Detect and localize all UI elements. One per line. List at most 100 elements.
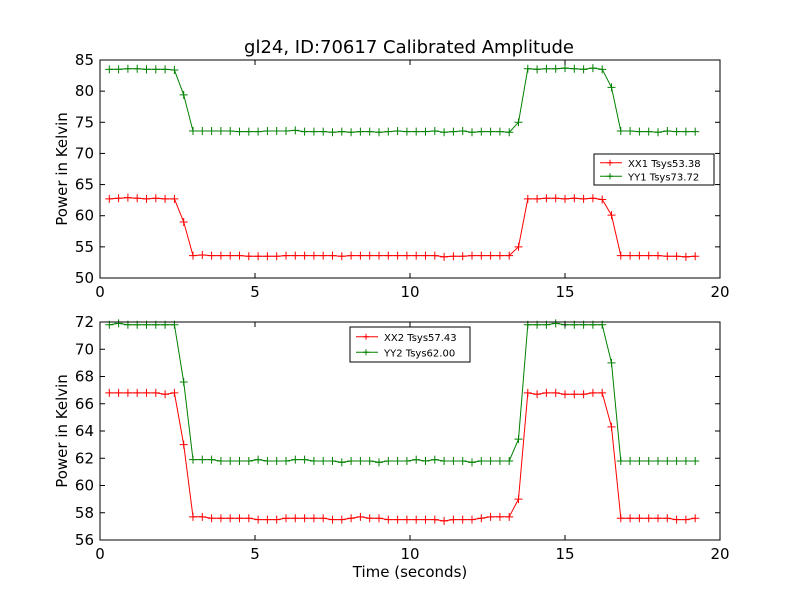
- data-point: [468, 251, 476, 260]
- data-point: [402, 515, 411, 524]
- data-point: [579, 390, 588, 399]
- data-point: [189, 251, 197, 260]
- data-point: [663, 127, 672, 136]
- data-point: [449, 515, 458, 524]
- data-point: [300, 514, 309, 523]
- data-point: [319, 127, 328, 136]
- data-point: [393, 515, 402, 524]
- data-point: [263, 127, 272, 136]
- data-point: [440, 252, 449, 261]
- data-point: [170, 388, 179, 397]
- data-point: [598, 388, 607, 397]
- data-point: [347, 514, 356, 523]
- data-point: [272, 515, 281, 524]
- data-point: [626, 251, 635, 260]
- data-point: [226, 127, 235, 136]
- data-point: [123, 388, 132, 397]
- data-point: [207, 251, 216, 260]
- data-point: [495, 456, 504, 465]
- series-xx2: [105, 388, 700, 525]
- legend-marker: [607, 159, 613, 166]
- series-xx1: [105, 193, 700, 261]
- data-point: [477, 514, 486, 523]
- data-point: [570, 64, 579, 73]
- data-point: [105, 388, 114, 397]
- series-line: [109, 197, 696, 258]
- series-yy1: [105, 64, 700, 137]
- data-point: [663, 456, 672, 465]
- data-point: [644, 514, 653, 523]
- data-point: [142, 194, 151, 203]
- x-tick-label: 10: [400, 545, 419, 563]
- data-point: [412, 251, 421, 260]
- x-tick-label: 5: [250, 283, 260, 301]
- data-point: [542, 388, 551, 397]
- data-point: [161, 194, 170, 203]
- data-point: [654, 514, 662, 523]
- data-point: [375, 514, 383, 523]
- data-point: [319, 456, 328, 465]
- data-point: [282, 456, 290, 465]
- data-point: [421, 515, 430, 524]
- x-axis-label: Time (seconds): [352, 563, 468, 581]
- y-axis-label: Power in Kelvin: [53, 112, 71, 226]
- data-point: [412, 455, 421, 464]
- data-point: [421, 456, 430, 465]
- legend-box: [349, 326, 471, 363]
- data-point: [375, 251, 383, 260]
- data-point: [300, 455, 309, 464]
- data-point: [263, 515, 272, 524]
- y-tick-label: 70: [75, 340, 94, 358]
- data-point: [514, 495, 523, 504]
- bottom-plot: 0 5 10 15 20 56 58 60 62 64 66 68 70 72 Power in Kelvi…: [53, 313, 730, 581]
- data-point: [654, 128, 662, 137]
- data-point: [663, 252, 672, 261]
- y-tick-label: 72: [75, 313, 94, 331]
- data-point: [514, 435, 523, 444]
- data-point: [309, 251, 318, 260]
- x-tick-label: 15: [555, 283, 574, 301]
- data-point: [179, 90, 188, 99]
- data-point: [626, 456, 635, 465]
- data-point: [588, 64, 597, 73]
- data-point: [337, 458, 346, 467]
- series-line: [109, 322, 696, 463]
- series-line: [109, 392, 696, 522]
- legend-marker: [363, 333, 369, 340]
- data-point: [654, 456, 662, 465]
- data-point: [533, 194, 542, 203]
- data-point: [588, 194, 597, 203]
- data-point: [365, 514, 374, 523]
- data-point: [486, 127, 495, 136]
- data-point: [430, 515, 439, 524]
- chart-title: gl24, ID:70617 Calibrated Amplitude: [244, 37, 574, 58]
- data-point: [375, 128, 383, 137]
- data-point: [170, 194, 179, 203]
- data-point: [402, 251, 411, 260]
- data-point: [291, 514, 300, 523]
- data-point: [244, 514, 253, 523]
- x-tick-label: 0: [95, 283, 105, 301]
- data-point: [561, 194, 569, 203]
- data-point: [616, 251, 625, 260]
- y-tick-label: 65: [75, 176, 94, 194]
- data-point: [365, 251, 374, 260]
- data-point: [179, 440, 188, 449]
- data-point: [347, 251, 356, 260]
- data-point: [672, 127, 681, 136]
- data-point: [235, 456, 244, 465]
- data-point: [691, 514, 700, 523]
- data-point: [430, 127, 439, 136]
- data-point: [486, 456, 495, 465]
- y-tick-label: 66: [75, 395, 94, 413]
- legend: XX1 Tsys53.38 YY1 Tsys73.72: [593, 153, 715, 186]
- data-point: [635, 514, 644, 523]
- data-point: [458, 515, 467, 524]
- legend-label: YY1 Tsys73.72: [627, 172, 699, 183]
- data-point: [486, 251, 495, 260]
- data-point: [170, 65, 179, 74]
- legend: XX2 Tsys57.43 YY2 Tsys62.00: [349, 326, 471, 363]
- data-point: [328, 456, 337, 465]
- top-plot: 0 5 10 15 20 50 55 60 65 70 75 80 85 Power in Kelvin X…: [53, 51, 730, 301]
- data-point: [477, 127, 486, 136]
